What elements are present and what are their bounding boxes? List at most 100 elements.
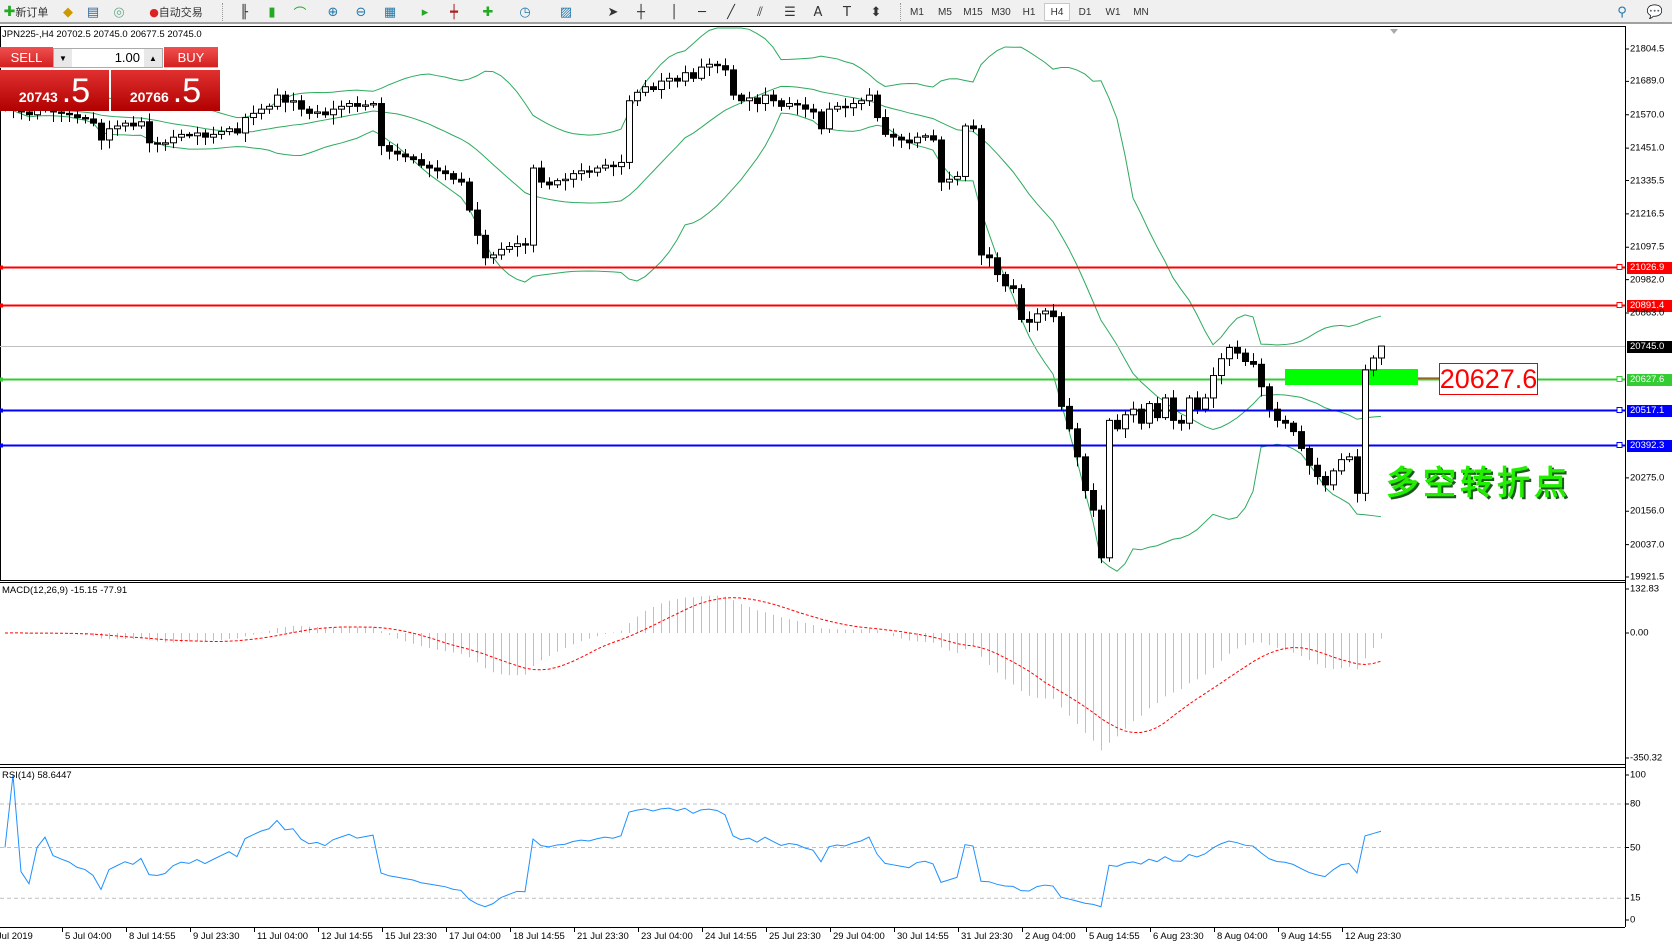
lot-size-stepper[interactable]: ▼ 1.00 ▲ bbox=[53, 48, 163, 68]
candle bbox=[282, 90, 289, 113]
candle bbox=[1082, 453, 1089, 499]
sell-button[interactable]: SELL bbox=[0, 47, 53, 68]
buy-button[interactable]: BUY bbox=[164, 47, 218, 68]
candle bbox=[1290, 420, 1297, 436]
horizontal-line-icon[interactable]: ─ bbox=[698, 4, 706, 20]
candle-body bbox=[74, 114, 81, 119]
price-tag: 20517.1 bbox=[1627, 404, 1672, 417]
indicators-icon[interactable]: ✚ bbox=[482, 4, 494, 20]
timeframe-mn[interactable]: MN bbox=[1133, 6, 1149, 18]
buy-price-button[interactable]: 20766.5 bbox=[111, 70, 220, 111]
line-chart-icon[interactable]: ⌒ bbox=[293, 6, 307, 22]
sell-price-button[interactable]: 20743.5 bbox=[0, 70, 109, 111]
candle-body bbox=[698, 66, 705, 79]
candle bbox=[410, 154, 417, 164]
candle bbox=[130, 116, 137, 131]
candle-body bbox=[514, 243, 521, 248]
candle bbox=[106, 120, 113, 149]
candle bbox=[994, 252, 1001, 282]
lot-increase-button[interactable]: ▲ bbox=[144, 49, 162, 67]
candle bbox=[234, 122, 241, 136]
vertical-line-icon[interactable]: │ bbox=[670, 4, 678, 20]
timeframe-m15[interactable]: M15 bbox=[963, 6, 983, 18]
timeframe-m5[interactable]: M5 bbox=[938, 6, 952, 18]
candle bbox=[1050, 304, 1057, 323]
candle-body bbox=[802, 104, 809, 110]
lot-decrease-button[interactable]: ▼ bbox=[54, 49, 72, 67]
candle-body bbox=[1274, 408, 1281, 421]
time-axis-label: 29 Jul 04:00 bbox=[833, 931, 885, 942]
candle bbox=[1074, 422, 1081, 467]
timeframe-m30[interactable]: M30 bbox=[991, 6, 1011, 18]
candle bbox=[1274, 401, 1281, 428]
candle-body bbox=[106, 128, 113, 141]
candle bbox=[1234, 340, 1241, 359]
fibonacci-icon[interactable]: ☰ bbox=[784, 4, 796, 20]
cursor-icon[interactable]: ➤ bbox=[607, 4, 619, 20]
bollinger-lower bbox=[4, 108, 1382, 572]
candle-body bbox=[298, 100, 305, 110]
candle-body bbox=[770, 94, 777, 102]
time-axis-label: 18 Jul 14:55 bbox=[513, 931, 565, 942]
timeframe-m1[interactable]: M1 bbox=[910, 6, 924, 18]
time-axis-label: 6 Aug 23:30 bbox=[1153, 931, 1204, 942]
candle bbox=[562, 173, 569, 191]
navigator-icon[interactable]: ◎ bbox=[113, 4, 125, 20]
text-icon[interactable]: A bbox=[813, 4, 823, 20]
data-window-icon[interactable]: ▤ bbox=[86, 4, 100, 20]
candle-body bbox=[218, 131, 225, 135]
zoom-in-icon[interactable]: ⊕ bbox=[327, 4, 339, 20]
text-label-icon[interactable]: T bbox=[843, 4, 851, 20]
candlestick-chart-icon[interactable]: ▮ bbox=[268, 4, 276, 20]
candle bbox=[1066, 397, 1073, 432]
candle-body bbox=[682, 72, 689, 82]
candle-body bbox=[994, 257, 1001, 276]
candle-body bbox=[1074, 428, 1081, 458]
timeframe-d1[interactable]: D1 bbox=[1078, 6, 1092, 18]
candle bbox=[306, 106, 313, 120]
candle-body bbox=[290, 100, 297, 103]
candle-body bbox=[410, 156, 417, 161]
time-axis-label: 5 Jul 04:00 bbox=[65, 931, 112, 942]
candle bbox=[610, 161, 617, 177]
autoscroll-icon[interactable]: ┿ bbox=[450, 4, 458, 20]
annotation-text[interactable]: 多空转折点 bbox=[1386, 463, 1571, 502]
chart-shift-icon[interactable]: ▸ bbox=[421, 4, 429, 20]
candle bbox=[906, 132, 913, 150]
trendline-icon[interactable]: ╱ bbox=[727, 4, 735, 20]
candle bbox=[850, 97, 857, 116]
zoom-out-icon[interactable]: ⊖ bbox=[355, 4, 367, 20]
new-order-button[interactable]: ✚ 新订单 bbox=[2, 2, 50, 22]
crosshair-icon[interactable]: ┼ bbox=[637, 4, 645, 20]
sell-price-pips: .5 bbox=[61, 72, 91, 110]
line-handle bbox=[1616, 302, 1623, 308]
market-watch-icon[interactable]: ◆ bbox=[63, 4, 73, 20]
candle bbox=[1090, 483, 1097, 517]
periods-icon[interactable]: ◷ bbox=[519, 4, 531, 20]
candle-body bbox=[674, 77, 681, 82]
candle-body bbox=[842, 105, 849, 109]
arrows-icon[interactable]: ⬍ bbox=[870, 4, 882, 20]
line-handle bbox=[1616, 442, 1623, 448]
candle-body bbox=[450, 173, 457, 180]
candle bbox=[290, 92, 297, 111]
candle bbox=[1370, 355, 1377, 377]
equidistant-channel-icon[interactable]: ⫽ bbox=[757, 4, 763, 20]
bar-chart-icon[interactable]: ╟ bbox=[240, 4, 248, 20]
timeframe-h1[interactable]: H1 bbox=[1022, 6, 1036, 18]
auto-trading-button[interactable]: ● 自动交易 bbox=[136, 2, 216, 22]
candle bbox=[210, 126, 217, 144]
search-icon[interactable]: ⚲ bbox=[1617, 4, 1627, 20]
templates-icon[interactable]: ▨ bbox=[559, 4, 573, 20]
timeframe-h4[interactable]: H4 bbox=[1044, 3, 1070, 21]
lot-size-input[interactable]: 1.00 bbox=[114, 50, 140, 65]
annotation-price-label[interactable]: 20627.6 bbox=[1439, 363, 1538, 395]
chat-icon[interactable]: 💬 bbox=[1646, 4, 1664, 20]
rsi-axis-label: 100 bbox=[1630, 769, 1646, 781]
candle-body bbox=[66, 112, 73, 116]
timeframe-w1[interactable]: W1 bbox=[1105, 6, 1121, 18]
tile-windows-icon[interactable]: ▦ bbox=[383, 4, 397, 20]
candle-body bbox=[1042, 310, 1049, 315]
candle-body bbox=[762, 94, 769, 105]
